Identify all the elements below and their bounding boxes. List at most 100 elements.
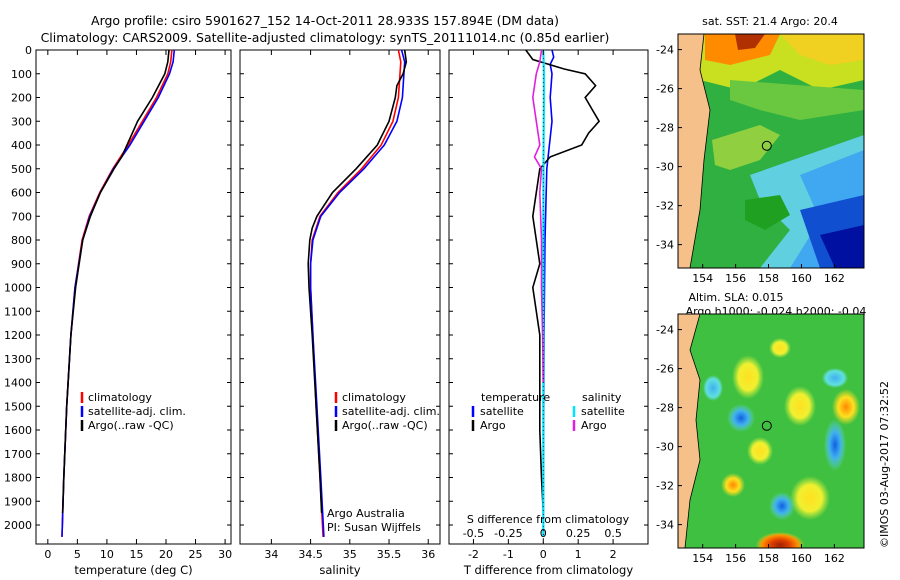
depth-tick-label: 1200 (4, 329, 32, 342)
depth-tick-label: 1400 (4, 377, 32, 390)
depth-tick-label: 200 (11, 92, 32, 105)
temperature-profile-xtick-label: 5 (74, 548, 81, 561)
salinity-profile-xlabel: salinity (319, 563, 360, 577)
annotation-argo-australia: Argo Australia (327, 507, 405, 520)
depth-tick-label: 1300 (4, 353, 32, 366)
difference-legend-label: Argo (581, 419, 607, 432)
salinity-profile-xtick-label: 36 (421, 548, 435, 561)
depth-tick-label: 800 (11, 234, 32, 247)
annotation-pi: PI: Susan Wijffels (327, 521, 421, 534)
sst-map-ytick-label: -30 (656, 161, 674, 174)
salinity-profile-xtick-label: 35 (343, 548, 357, 561)
difference-legend-label: satellite (581, 405, 625, 418)
sla-map-frame (677, 313, 865, 549)
depth-tick-label: 1100 (4, 305, 32, 318)
sst-map-xtick-label: 156 (725, 272, 746, 285)
chart-title-line1: Argo profile: csiro 5901627_152 14-Oct-2… (91, 13, 559, 28)
salinity-profile-series-argo-raw-qc (307, 50, 408, 514)
temperature-profile-xlabel: temperature (deg C) (74, 563, 192, 577)
sst-map-ytick-label: -34 (656, 239, 674, 252)
sla-map-xtick-label: 162 (824, 552, 845, 565)
sla-map-xtick-label: 156 (725, 552, 746, 565)
temperature-panel-frame (35, 49, 232, 545)
sst-map-ytick-label: -26 (656, 83, 674, 96)
temperature-profile-xtick-label: 25 (189, 548, 203, 561)
difference-top-tick-label: 0.5 (604, 527, 622, 540)
salinity-profile-legend-label: climatology (342, 391, 406, 404)
depth-tick-label: 1700 (4, 448, 32, 461)
sst-map-panel: sat. SST: 21.4 Argo: 20.4 154 156 158 160 16… (656, 15, 865, 285)
depth-tick-label: 900 (11, 258, 32, 271)
depth-tick-label: 2000 (4, 519, 32, 532)
sla-map-xtick-label: 158 (758, 552, 779, 565)
temperature-profile-legend-label: climatology (88, 391, 152, 404)
difference-top-tick-label: -0.5 (463, 527, 484, 540)
temperature-profile-xtick-label: 0 (44, 548, 51, 561)
sst-map-xtick-label: 160 (791, 272, 812, 285)
imos-timestamp: ©IMOS 03-Aug-2017 07:32:52 (878, 381, 891, 548)
depth-tick-label: 600 (11, 187, 32, 200)
difference-profile-xtick-label: -1 (503, 548, 514, 561)
temperature-panel: 0 5 10 15 20 25 300100200300400500600700800900… (4, 44, 232, 577)
temperature-profile-xtick-label: 10 (100, 548, 114, 561)
sla-map-land (678, 314, 701, 548)
depth-tick-label: 0 (25, 44, 32, 57)
temperature-profile-legend-label: Argo(..raw -QC) (88, 419, 174, 432)
sla-map-ytick-label: -30 (656, 441, 674, 454)
difference-legend-group-title: temperature (481, 391, 550, 404)
difference-profile-xtick-label: -2 (468, 548, 479, 561)
depth-tick-label: 1500 (4, 400, 32, 413)
sst-map-frame (677, 33, 865, 269)
salinity-profile-legend-label: Argo(..raw -QC) (342, 419, 428, 432)
sla-map-panel: Altim. SLA: 0.015 Argo h1000: -0.024 h20… (656, 291, 866, 565)
difference-legend: temperaturesatelliteArgosalinitysatellit… (471, 391, 625, 432)
depth-tick-label: 700 (11, 210, 32, 223)
depth-tick-label: 1600 (4, 424, 32, 437)
depth-tick-label: 1000 (4, 282, 32, 295)
temperature-profile-xtick-label: 15 (129, 548, 143, 561)
sla-map-title: Altim. SLA: 0.015 (688, 291, 783, 304)
sla-map-xtick-label: 160 (791, 552, 812, 565)
temperature-profile-legend-label: satellite-adj. clim. (88, 405, 186, 418)
difference-top-tick-label: 0 (540, 527, 547, 540)
temperature-profile-series-argo-raw-qc (61, 50, 170, 514)
difference-profile-xtick-label: 2 (610, 548, 617, 561)
sla-map-ytick-label: -26 (656, 363, 674, 376)
difference-profile-xtick-label: 1 (575, 548, 582, 561)
salinity-panel-frame (239, 49, 441, 545)
difference-legend-label: satellite (480, 405, 524, 418)
sst-map-title: sat. SST: 21.4 Argo: 20.4 (702, 15, 838, 28)
sst-map-xtick-label: 162 (824, 272, 845, 285)
salinity-panel: 34 34.5 35 35.5 36 salinity climatologysatell… (239, 49, 441, 577)
sla-map-ytick-label: -32 (656, 480, 674, 493)
difference-profile-xlabel: T difference from climatology (463, 563, 634, 577)
difference-profile-series-temperature-argo (525, 50, 601, 514)
difference-panel: -2 -1 0 1 2 T difference from climatology -0.5… (448, 49, 649, 577)
salinity-profile-xtick-label: 34.5 (298, 548, 323, 561)
depth-tick-label: 100 (11, 68, 32, 81)
difference-panel-frame (448, 49, 649, 545)
difference-legend-group-title: salinity (582, 391, 622, 404)
temperature-profile-xtick-label: 30 (218, 548, 232, 561)
sla-map-ytick-label: -24 (656, 324, 674, 337)
difference-profile-series-temperature-satellite (542, 50, 555, 537)
sla-map-ytick-label: -28 (656, 402, 674, 415)
difference-profile-xtick-label: 0 (540, 548, 547, 561)
sst-map-ytick-label: -24 (656, 44, 674, 57)
difference-profile-series-salinity-argo (531, 50, 545, 383)
salinity-profile-xtick-label: 35.5 (377, 548, 402, 561)
sst-map-xtick-label: 154 (692, 272, 713, 285)
depth-tick-label: 400 (11, 139, 32, 152)
difference-top-tick-label: -0.25 (494, 527, 522, 540)
difference-xlabel-top: S difference from climatology (467, 513, 630, 526)
sst-argo-location-marker (761, 140, 772, 151)
difference-legend-label: Argo (480, 419, 506, 432)
depth-tick-label: 1900 (4, 495, 32, 508)
depth-tick-label: 300 (11, 115, 32, 128)
sst-map-ytick-label: -32 (656, 200, 674, 213)
difference-profile-series-salinity-satellite (542, 50, 546, 537)
sla-map-ytick-label: -34 (656, 519, 674, 532)
